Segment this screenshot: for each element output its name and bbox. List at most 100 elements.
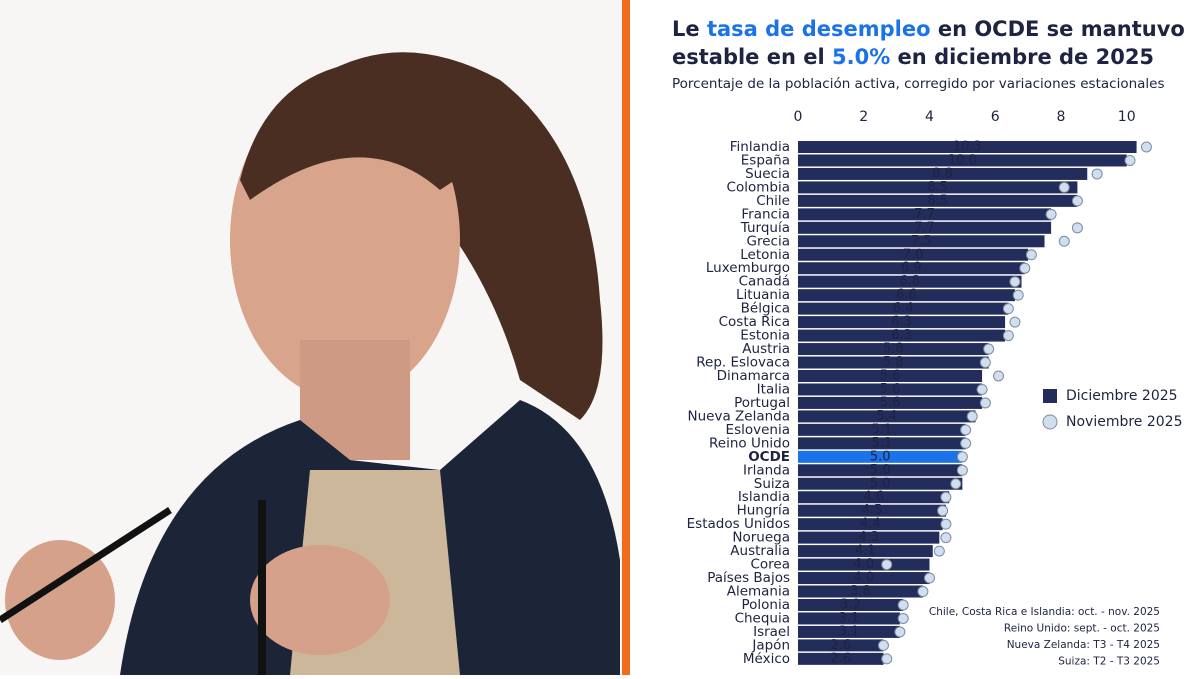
- title-run: estable en el: [672, 45, 832, 69]
- value-label: 3.1: [839, 611, 860, 626]
- bar: [798, 612, 900, 625]
- title-run: en OCDE se mantuvo: [931, 17, 1185, 41]
- note: Nueva Zelanda: T3 - T4 2025: [1007, 639, 1160, 651]
- bar: [798, 639, 884, 652]
- dot: [1058, 181, 1070, 193]
- dot: [940, 518, 952, 530]
- bar: [798, 383, 983, 396]
- bar: [798, 221, 1052, 234]
- dot: [1025, 249, 1037, 261]
- dot: [1140, 141, 1152, 153]
- x-tick-label: 10: [1118, 109, 1136, 125]
- bar: [798, 491, 950, 504]
- bar: [798, 329, 1006, 342]
- category-label: Grecia: [747, 233, 790, 249]
- category-label: Finlandia: [730, 139, 790, 155]
- bar: [798, 531, 940, 544]
- title-line: estable en el 5.0% en diciembre de 2025: [672, 45, 1154, 69]
- category-label: Canadá: [739, 274, 790, 290]
- value-label: 7.0: [903, 247, 924, 262]
- value-label: 7.7: [914, 207, 935, 222]
- note: Suiza: T2 - T3 2025: [1058, 656, 1160, 668]
- value-label: 6.9: [901, 261, 922, 276]
- bar: [798, 369, 983, 382]
- dot: [897, 599, 909, 611]
- value-label: 5.6: [880, 395, 901, 410]
- category-label: Polonia: [741, 597, 790, 613]
- value-label: 3.8: [850, 584, 871, 599]
- category-label: Suiza: [754, 476, 790, 492]
- bar: [798, 248, 1029, 261]
- x-tick-label: 6: [991, 109, 1000, 125]
- title-run: tasa de desempleo: [707, 17, 931, 41]
- category-label: Alemania: [727, 584, 790, 600]
- bar: [798, 167, 1088, 180]
- category-label: Rep. Eslovaca: [696, 355, 790, 371]
- dot: [897, 612, 909, 624]
- dot: [960, 424, 972, 436]
- category-label: Nueva Zelanda: [688, 408, 791, 424]
- value-label: 5.0: [870, 476, 891, 491]
- legend-label: Diciembre 2025: [1066, 388, 1178, 404]
- bar: [798, 396, 983, 409]
- category-label: Irlanda: [743, 462, 790, 478]
- dot: [1058, 235, 1070, 247]
- category-label: Corea: [750, 557, 790, 573]
- value-label: 7.5: [911, 234, 932, 249]
- value-label: 4.3: [858, 530, 879, 545]
- category-label: Austria: [742, 341, 790, 357]
- bar: [798, 477, 963, 490]
- category-label: Reino Unido: [709, 435, 790, 451]
- title-line: Le tasa de desempleo en OCDE se mantuvo: [672, 17, 1185, 41]
- dot: [1002, 330, 1014, 342]
- value-label: 10.3: [953, 140, 982, 155]
- value-label: 7.7: [914, 220, 935, 235]
- value-label: 5.4: [876, 409, 897, 424]
- category-label: Italia: [757, 381, 790, 397]
- subtitle: Porcentaje de la población activa, corre…: [672, 76, 1165, 92]
- bar: [798, 464, 963, 477]
- category-label: Lituania: [736, 287, 790, 303]
- dot: [983, 343, 995, 355]
- title-run: 5.0%: [832, 45, 890, 69]
- bar: [798, 652, 884, 665]
- dot: [1002, 303, 1014, 315]
- value-label: 6.4: [893, 301, 914, 316]
- value-label: 5.1: [871, 422, 892, 437]
- bar: [798, 572, 930, 585]
- bar: [798, 625, 900, 638]
- bar: [798, 437, 966, 450]
- note: Chile, Costa Rica e Islandia: oct. - nov…: [929, 606, 1160, 618]
- category-label: Luxemburgo: [706, 260, 790, 276]
- bar: [798, 410, 976, 423]
- value-label: 5.8: [883, 355, 904, 370]
- value-label: 4.0: [853, 571, 874, 586]
- bar: [798, 208, 1052, 221]
- dot: [937, 505, 949, 517]
- dot: [956, 451, 968, 463]
- dot: [1019, 262, 1031, 274]
- dot: [923, 572, 935, 584]
- divider: [622, 0, 630, 675]
- value-label: 4.6: [863, 490, 884, 505]
- value-label: 2.6: [830, 651, 851, 666]
- bar: [798, 235, 1045, 248]
- x-tick-label: 0: [794, 109, 803, 125]
- bar: [798, 262, 1025, 275]
- dot: [1009, 316, 1021, 328]
- dot: [933, 545, 945, 557]
- category-label: Islandia: [738, 489, 790, 505]
- category-label: Dinamarca: [717, 368, 790, 384]
- x-tick-label: 8: [1057, 109, 1066, 125]
- category-label: Japón: [751, 637, 790, 653]
- value-label: 5.0: [870, 463, 891, 478]
- dot: [917, 586, 929, 598]
- dot: [1009, 276, 1021, 288]
- dot: [976, 383, 988, 395]
- bar: [798, 154, 1127, 167]
- bar: [798, 450, 963, 463]
- dot: [881, 653, 893, 665]
- x-tick-label: 2: [859, 109, 868, 125]
- value-label: 5.0: [870, 449, 891, 464]
